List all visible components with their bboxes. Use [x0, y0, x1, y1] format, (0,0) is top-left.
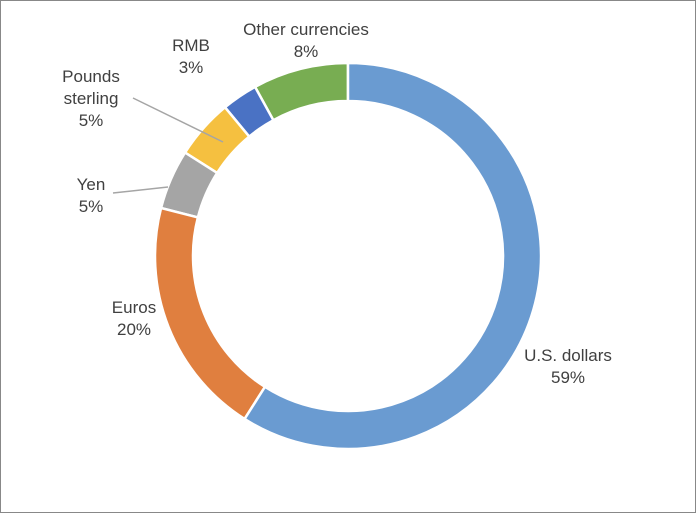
value-label: 59% — [550, 368, 586, 387]
donut-segment — [223, 85, 276, 139]
data-label: Euros 20% — [94, 297, 174, 341]
donut-segment — [153, 206, 267, 421]
category-label: Yen — [76, 175, 106, 194]
data-label: RMB 3% — [161, 35, 221, 79]
value-label: 5% — [78, 111, 104, 130]
data-label: U.S. dollars 59% — [508, 345, 628, 389]
value-label: 3% — [178, 58, 204, 77]
leader-line — [132, 97, 224, 143]
donut-segment — [183, 105, 251, 175]
value-label: 5% — [78, 197, 104, 216]
data-label: Other currencies 8% — [221, 19, 391, 63]
data-label: Pounds sterling 5% — [51, 66, 131, 132]
donut-segment — [159, 150, 219, 219]
category-label: Other currencies — [243, 20, 369, 39]
value-label: 20% — [116, 320, 152, 339]
data-label: Yen 5% — [61, 174, 121, 218]
donut-segment — [242, 61, 543, 451]
leader-line — [112, 186, 169, 194]
category-label: Euros — [111, 298, 157, 317]
category-label: Pounds sterling — [62, 67, 120, 108]
value-label: 8% — [293, 42, 319, 61]
category-label: RMB — [172, 36, 210, 55]
category-label: U.S. dollars — [524, 346, 612, 365]
